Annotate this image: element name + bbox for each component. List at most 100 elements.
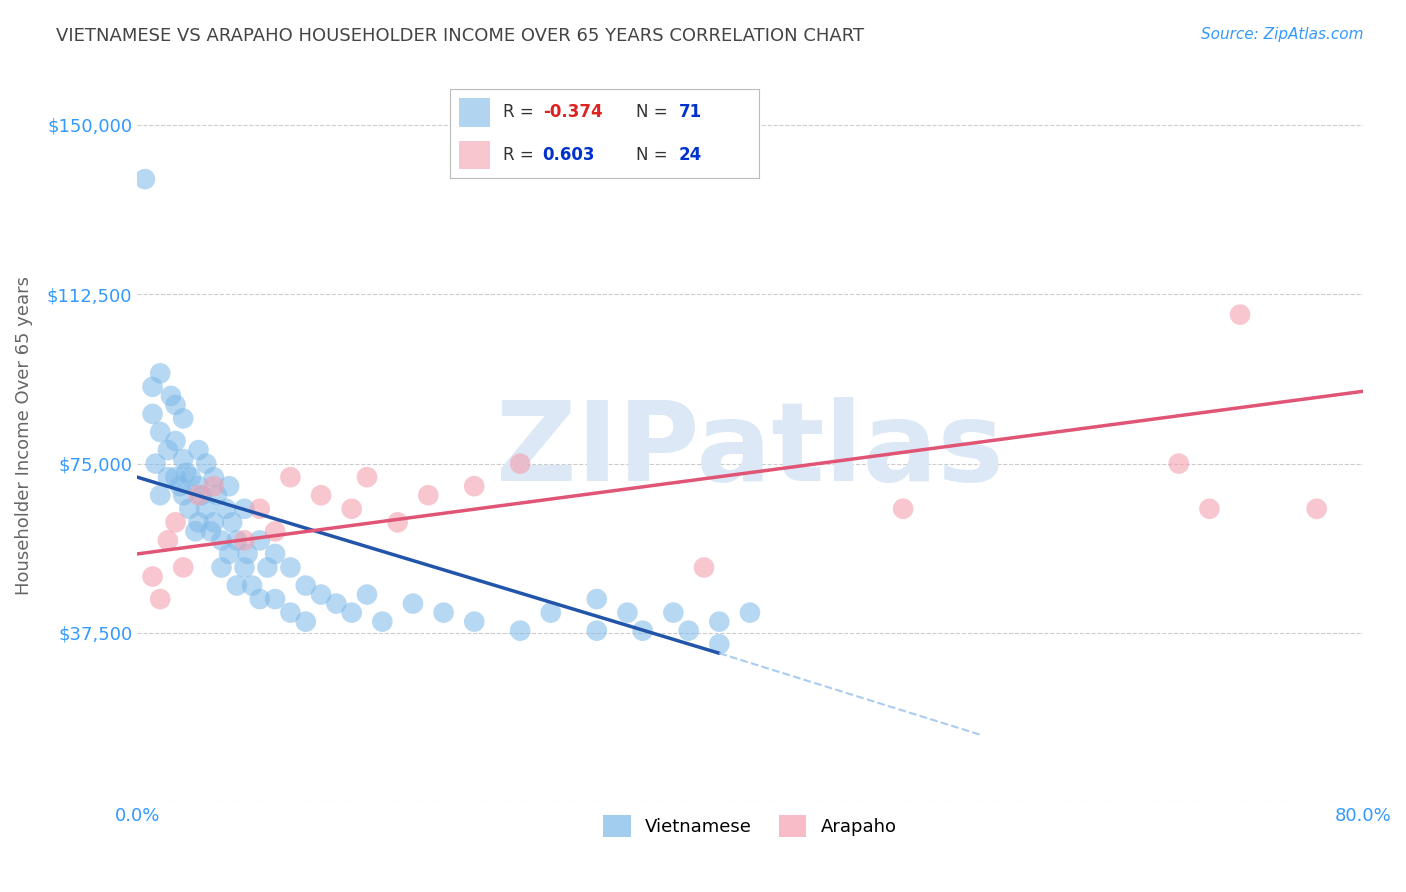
Point xyxy=(309,588,332,602)
Point xyxy=(662,606,685,620)
Point xyxy=(187,443,209,458)
Point xyxy=(371,615,394,629)
Point xyxy=(294,578,316,592)
Point xyxy=(205,488,228,502)
Point xyxy=(463,479,485,493)
Point xyxy=(184,524,207,539)
Text: R =: R = xyxy=(502,146,538,164)
Point xyxy=(142,407,165,421)
Point xyxy=(240,578,263,592)
Point xyxy=(218,547,240,561)
Point xyxy=(179,501,201,516)
Text: VIETNAMESE VS ARAPAHO HOUSEHOLDER INCOME OVER 65 YEARS CORRELATION CHART: VIETNAMESE VS ARAPAHO HOUSEHOLDER INCOME… xyxy=(56,27,865,45)
Point xyxy=(225,578,247,592)
Y-axis label: Householder Income Over 65 years: Householder Income Over 65 years xyxy=(15,276,32,595)
Point xyxy=(165,398,187,412)
Point xyxy=(509,457,531,471)
Point xyxy=(187,479,209,493)
Point xyxy=(264,524,287,539)
Point xyxy=(678,624,700,638)
Point xyxy=(709,637,731,651)
Point xyxy=(540,606,562,620)
Point xyxy=(156,443,179,458)
Bar xyxy=(460,141,491,169)
Point xyxy=(221,516,243,530)
Point xyxy=(142,569,165,583)
Point xyxy=(145,457,167,471)
Point xyxy=(134,172,156,186)
Point xyxy=(160,389,183,403)
Point xyxy=(218,479,240,493)
Point xyxy=(215,501,238,516)
Point xyxy=(280,606,302,620)
Point xyxy=(149,488,172,502)
Point xyxy=(180,470,202,484)
Point xyxy=(1198,501,1220,516)
Point xyxy=(149,592,172,607)
Legend: Vietnamese, Arapaho: Vietnamese, Arapaho xyxy=(596,808,904,845)
Point xyxy=(891,501,914,516)
Point xyxy=(142,380,165,394)
Point xyxy=(202,470,225,484)
Point xyxy=(187,516,209,530)
Point xyxy=(264,547,287,561)
Point xyxy=(211,533,233,548)
Point xyxy=(616,606,638,620)
Point xyxy=(236,547,259,561)
Text: 71: 71 xyxy=(679,103,702,121)
Point xyxy=(165,434,187,448)
Point xyxy=(190,488,212,502)
Point xyxy=(309,488,332,502)
Point xyxy=(356,470,378,484)
Point xyxy=(233,533,256,548)
Point xyxy=(165,516,187,530)
Point xyxy=(631,624,654,638)
Point xyxy=(211,560,233,574)
Point xyxy=(200,524,222,539)
Point xyxy=(233,560,256,574)
Text: N =: N = xyxy=(636,146,672,164)
Point xyxy=(340,501,363,516)
Point xyxy=(187,488,209,502)
Point xyxy=(294,615,316,629)
Text: Source: ZipAtlas.com: Source: ZipAtlas.com xyxy=(1201,27,1364,42)
Point xyxy=(169,479,191,493)
Text: N =: N = xyxy=(636,103,672,121)
Point xyxy=(1229,308,1251,322)
Point xyxy=(509,624,531,638)
Point xyxy=(1167,457,1189,471)
Point xyxy=(585,592,607,607)
Point xyxy=(233,501,256,516)
Point xyxy=(264,592,287,607)
Point xyxy=(202,479,225,493)
Point xyxy=(256,560,278,574)
Point xyxy=(402,597,425,611)
Point xyxy=(249,501,271,516)
Text: 24: 24 xyxy=(679,146,702,164)
Point xyxy=(280,560,302,574)
Point xyxy=(1305,501,1327,516)
Point xyxy=(195,457,218,471)
Point xyxy=(172,411,194,425)
Point xyxy=(156,470,179,484)
Point xyxy=(433,606,456,620)
Point xyxy=(149,367,172,381)
Point xyxy=(340,606,363,620)
Point xyxy=(249,533,271,548)
Point xyxy=(165,470,187,484)
Point xyxy=(225,533,247,548)
Point xyxy=(172,452,194,467)
Point xyxy=(693,560,716,574)
Point xyxy=(387,516,409,530)
Point xyxy=(585,624,607,638)
Point xyxy=(738,606,761,620)
Text: -0.374: -0.374 xyxy=(543,103,602,121)
Point xyxy=(149,425,172,439)
Text: ZIPatlas: ZIPatlas xyxy=(496,397,1004,504)
Point xyxy=(418,488,440,502)
Point xyxy=(249,592,271,607)
Text: 0.603: 0.603 xyxy=(543,146,595,164)
Point xyxy=(463,615,485,629)
Point xyxy=(356,588,378,602)
Point xyxy=(172,560,194,574)
